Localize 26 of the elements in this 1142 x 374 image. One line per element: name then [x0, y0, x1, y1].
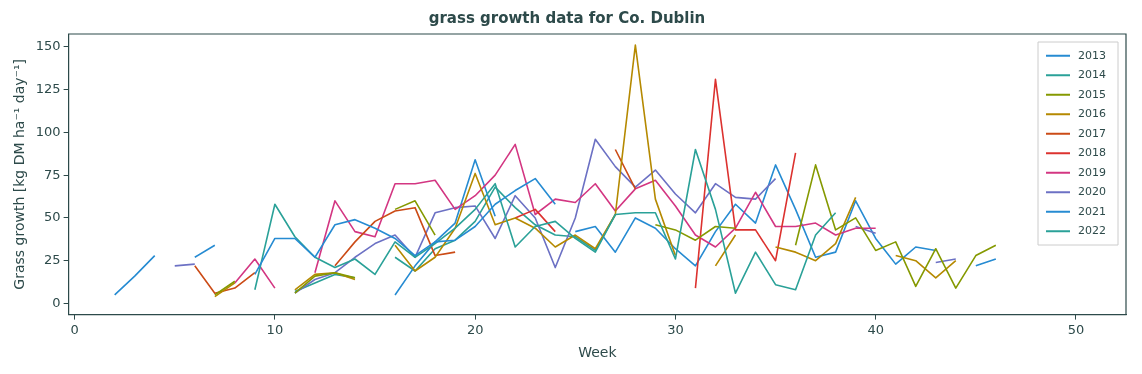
y-tick-label: 0 — [52, 294, 61, 310]
legend-label: 2020 — [1078, 185, 1107, 199]
x-axis-title: Week — [578, 344, 618, 361]
y-tick-label: 50 — [44, 209, 61, 225]
legend-label: 2021 — [1078, 204, 1107, 218]
legend-label: 2022 — [1078, 224, 1107, 238]
x-tick-label: 40 — [867, 321, 884, 337]
y-tick-label: 100 — [35, 123, 61, 139]
legend-label: 2014 — [1078, 68, 1107, 82]
x-tick-label: 50 — [1067, 321, 1085, 337]
legend-label: 2019 — [1078, 165, 1107, 179]
y-tick-label: 75 — [44, 166, 61, 182]
x-tick-label: 30 — [667, 321, 684, 337]
y-tick-label: 125 — [35, 80, 61, 96]
y-tick-label: 25 — [44, 252, 61, 268]
legend-label: 2016 — [1078, 107, 1107, 121]
chart-title: grass growth data for Co. Dublin — [428, 8, 706, 27]
y-axis-title: Grass growth [kg DM ha⁻¹ day⁻¹] — [11, 58, 28, 290]
legend-label: 2015 — [1078, 87, 1107, 101]
x-tick-label: 20 — [466, 321, 484, 337]
legend-label: 2013 — [1078, 48, 1107, 62]
x-tick-label: 0 — [70, 321, 79, 337]
x-tick-label: 10 — [266, 321, 284, 337]
legend-label: 2018 — [1078, 146, 1107, 160]
legend-label: 2017 — [1078, 126, 1107, 140]
y-tick-label: 150 — [35, 38, 61, 54]
